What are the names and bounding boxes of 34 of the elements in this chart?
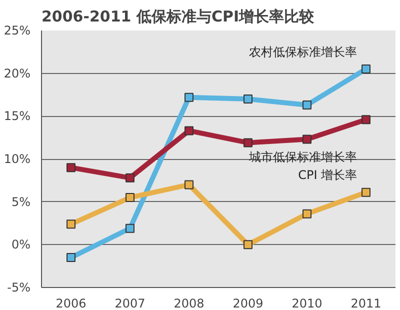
point xyxy=(244,138,252,148)
series-label: CPI 增长率 xyxy=(298,168,358,182)
point xyxy=(244,240,252,250)
point xyxy=(302,134,312,144)
point xyxy=(184,92,194,102)
point xyxy=(126,193,134,202)
y-tick-label: 15% xyxy=(4,109,30,124)
y-tick-label: 5% xyxy=(11,194,31,209)
point xyxy=(362,64,370,74)
point xyxy=(302,209,312,218)
chart-title: 2006-2011 低保标准与CPI增长率比较 xyxy=(42,8,316,26)
x-tick-label: 2006 xyxy=(56,296,86,310)
point xyxy=(362,115,370,124)
x-tick-label: 2010 xyxy=(292,296,322,310)
x-tick-label: 2007 xyxy=(114,296,146,310)
point xyxy=(362,188,370,197)
point xyxy=(184,126,194,136)
y-tick-label: 20% xyxy=(4,66,30,80)
y-tick-label: -5% xyxy=(7,280,31,294)
x-tick-label: 2008 xyxy=(174,296,204,310)
point xyxy=(66,163,76,172)
y-tick-label: 25% xyxy=(4,24,30,38)
x-tick-label: 2009 xyxy=(232,296,264,310)
point xyxy=(126,173,134,182)
point xyxy=(66,220,76,229)
x-tick-label: 2011 xyxy=(350,296,382,310)
y-tick-label: 10% xyxy=(4,152,30,166)
point xyxy=(244,94,252,104)
point xyxy=(184,180,194,190)
y-tick-label: 0% xyxy=(11,238,31,252)
series-label: 农村低保标准增长率 xyxy=(249,44,358,59)
point xyxy=(126,224,134,233)
point xyxy=(302,100,312,110)
point xyxy=(66,253,76,262)
